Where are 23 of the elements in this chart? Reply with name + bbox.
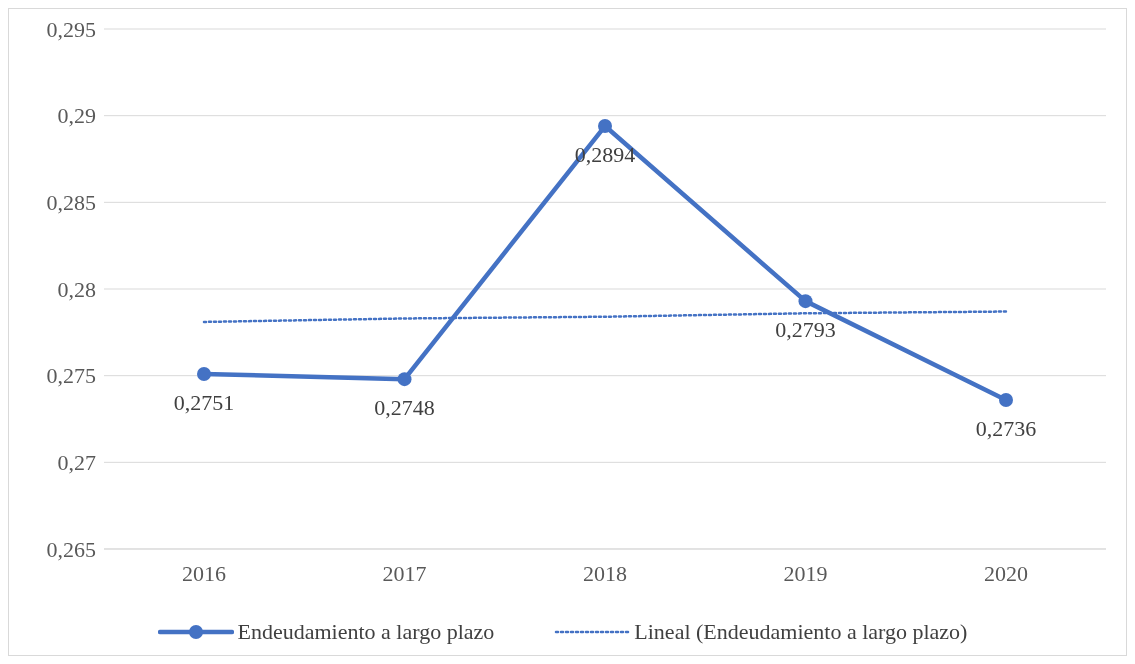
y-tick-label: 0,295 xyxy=(46,16,96,42)
point xyxy=(798,294,813,309)
x-tick-label: 2019 xyxy=(783,560,828,586)
y-tick-label: 0,275 xyxy=(46,363,96,389)
x-tick-label: 2016 xyxy=(182,560,226,586)
y-tick-label: 0,285 xyxy=(46,190,96,216)
point xyxy=(197,366,211,381)
x-tick-label: 2018 xyxy=(583,560,627,586)
data-label: 0,2736 xyxy=(975,415,1037,441)
x-tick-label: 2017 xyxy=(382,560,427,586)
data-label: 0,2751 xyxy=(173,389,235,415)
y-tick-label: 0,29 xyxy=(57,103,96,129)
x-tick-label: 2020 xyxy=(984,560,1028,586)
y-tick-label: 0,28 xyxy=(57,276,96,302)
y-tick-label: 0,265 xyxy=(46,536,96,562)
data-label: 0,2793 xyxy=(775,316,836,342)
data-label: 0,2748 xyxy=(374,394,435,420)
point xyxy=(999,392,1013,407)
legend-label: Endeudamiento a largo plazo xyxy=(236,619,495,645)
legend-label: Lineal (Endeudamiento a largo plazo) xyxy=(633,619,968,645)
y-tick-label: 0,27 xyxy=(57,450,96,476)
point xyxy=(598,119,612,134)
point xyxy=(397,372,412,387)
